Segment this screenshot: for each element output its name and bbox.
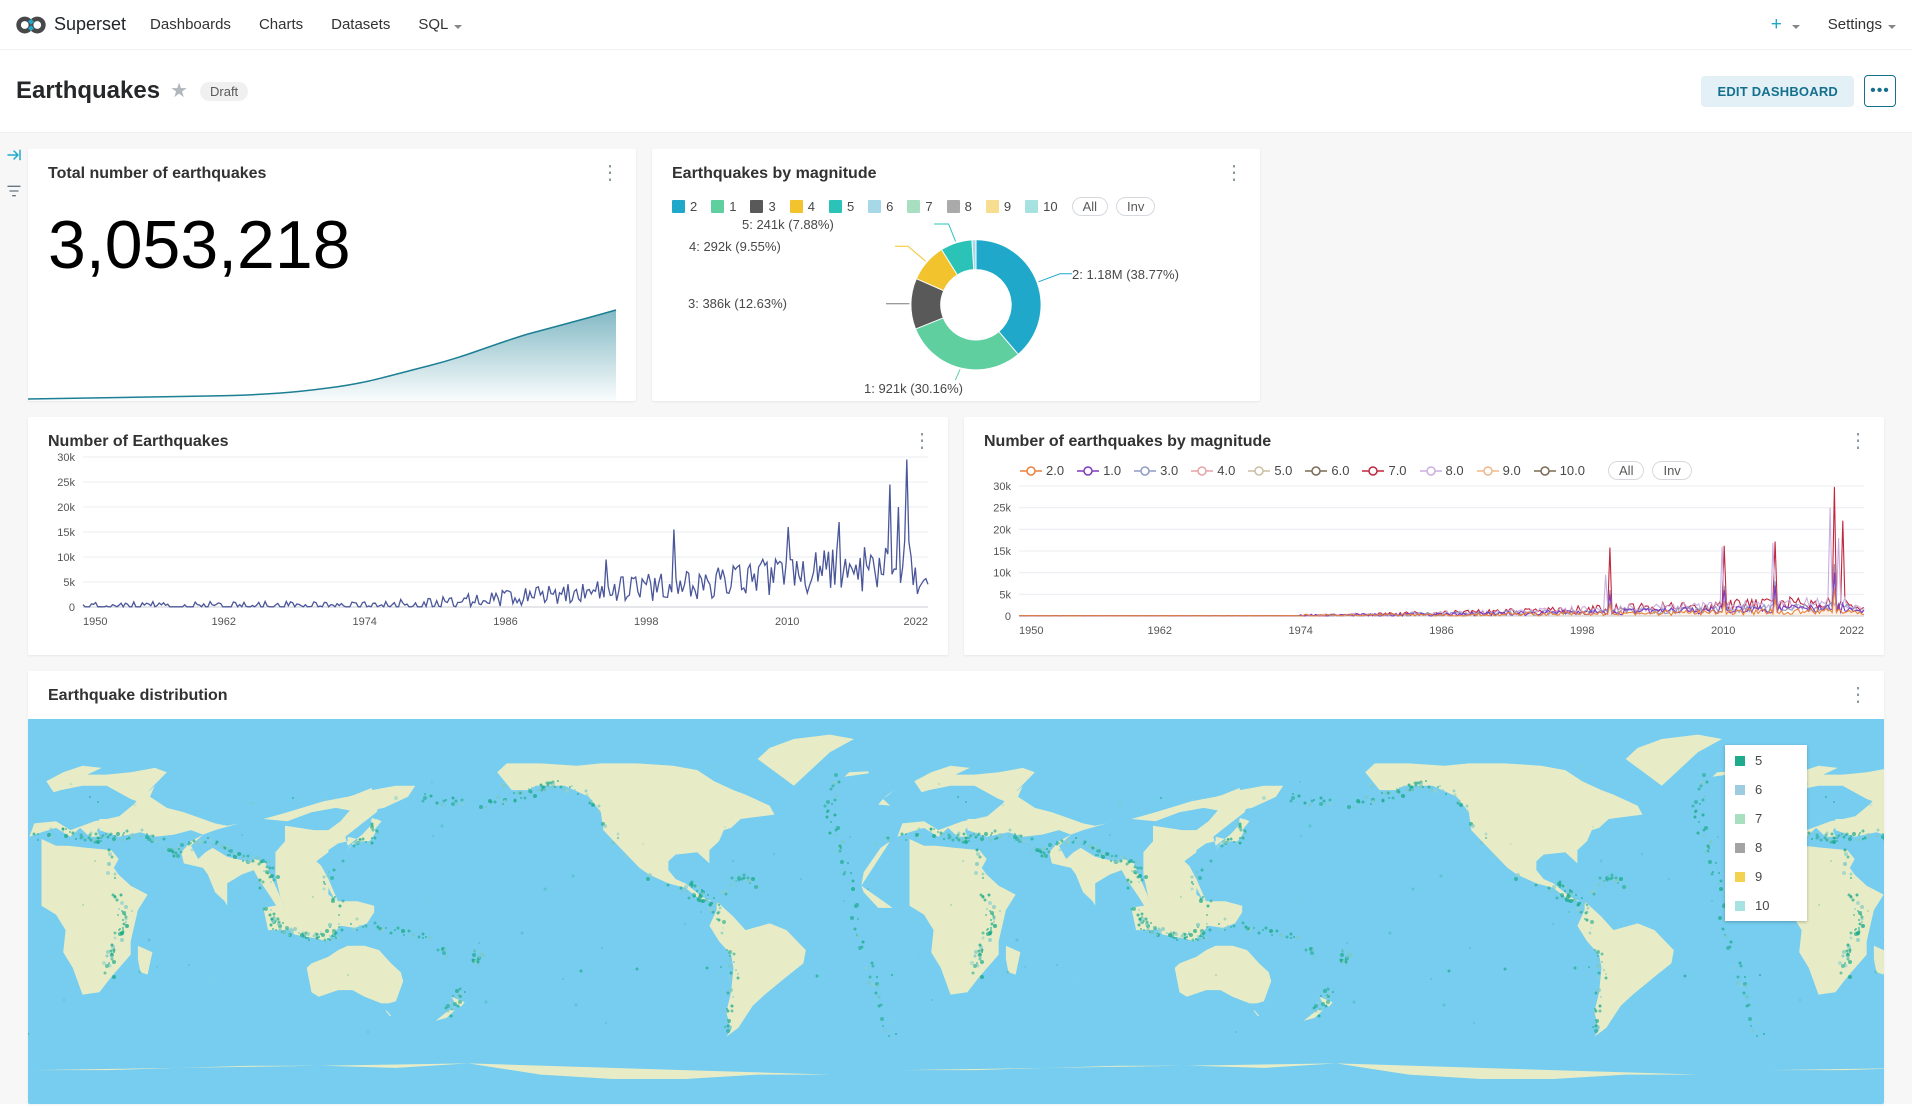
- svg-text:1950: 1950: [1019, 625, 1043, 637]
- svg-text:1962: 1962: [212, 616, 236, 628]
- svg-text:20k: 20k: [993, 524, 1011, 536]
- svg-text:2010: 2010: [1711, 625, 1735, 637]
- svg-text:5k: 5k: [999, 589, 1011, 601]
- svg-text:10k: 10k: [57, 552, 75, 564]
- svg-text:1998: 1998: [1570, 625, 1594, 637]
- svg-text:0: 0: [69, 602, 75, 614]
- svg-text:2022: 2022: [1840, 625, 1864, 637]
- svg-text:0: 0: [1005, 611, 1011, 623]
- svg-text:1950: 1950: [83, 616, 107, 628]
- svg-text:15k: 15k: [993, 546, 1011, 558]
- svg-text:1974: 1974: [352, 616, 376, 628]
- svg-text:2022: 2022: [904, 616, 928, 628]
- svg-text:2010: 2010: [775, 616, 799, 628]
- svg-text:1974: 1974: [1288, 625, 1312, 637]
- svg-text:30k: 30k: [993, 481, 1011, 493]
- svg-text:1986: 1986: [493, 616, 517, 628]
- svg-text:10k: 10k: [993, 568, 1011, 580]
- svg-text:1986: 1986: [1429, 625, 1453, 637]
- svg-text:30k: 30k: [57, 452, 75, 464]
- svg-text:5k: 5k: [63, 577, 75, 589]
- svg-text:15k: 15k: [57, 527, 75, 539]
- svg-text:1998: 1998: [634, 616, 658, 628]
- svg-text:1962: 1962: [1148, 625, 1172, 637]
- svg-text:25k: 25k: [57, 477, 75, 489]
- svg-text:20k: 20k: [57, 502, 75, 514]
- svg-text:25k: 25k: [993, 503, 1011, 515]
